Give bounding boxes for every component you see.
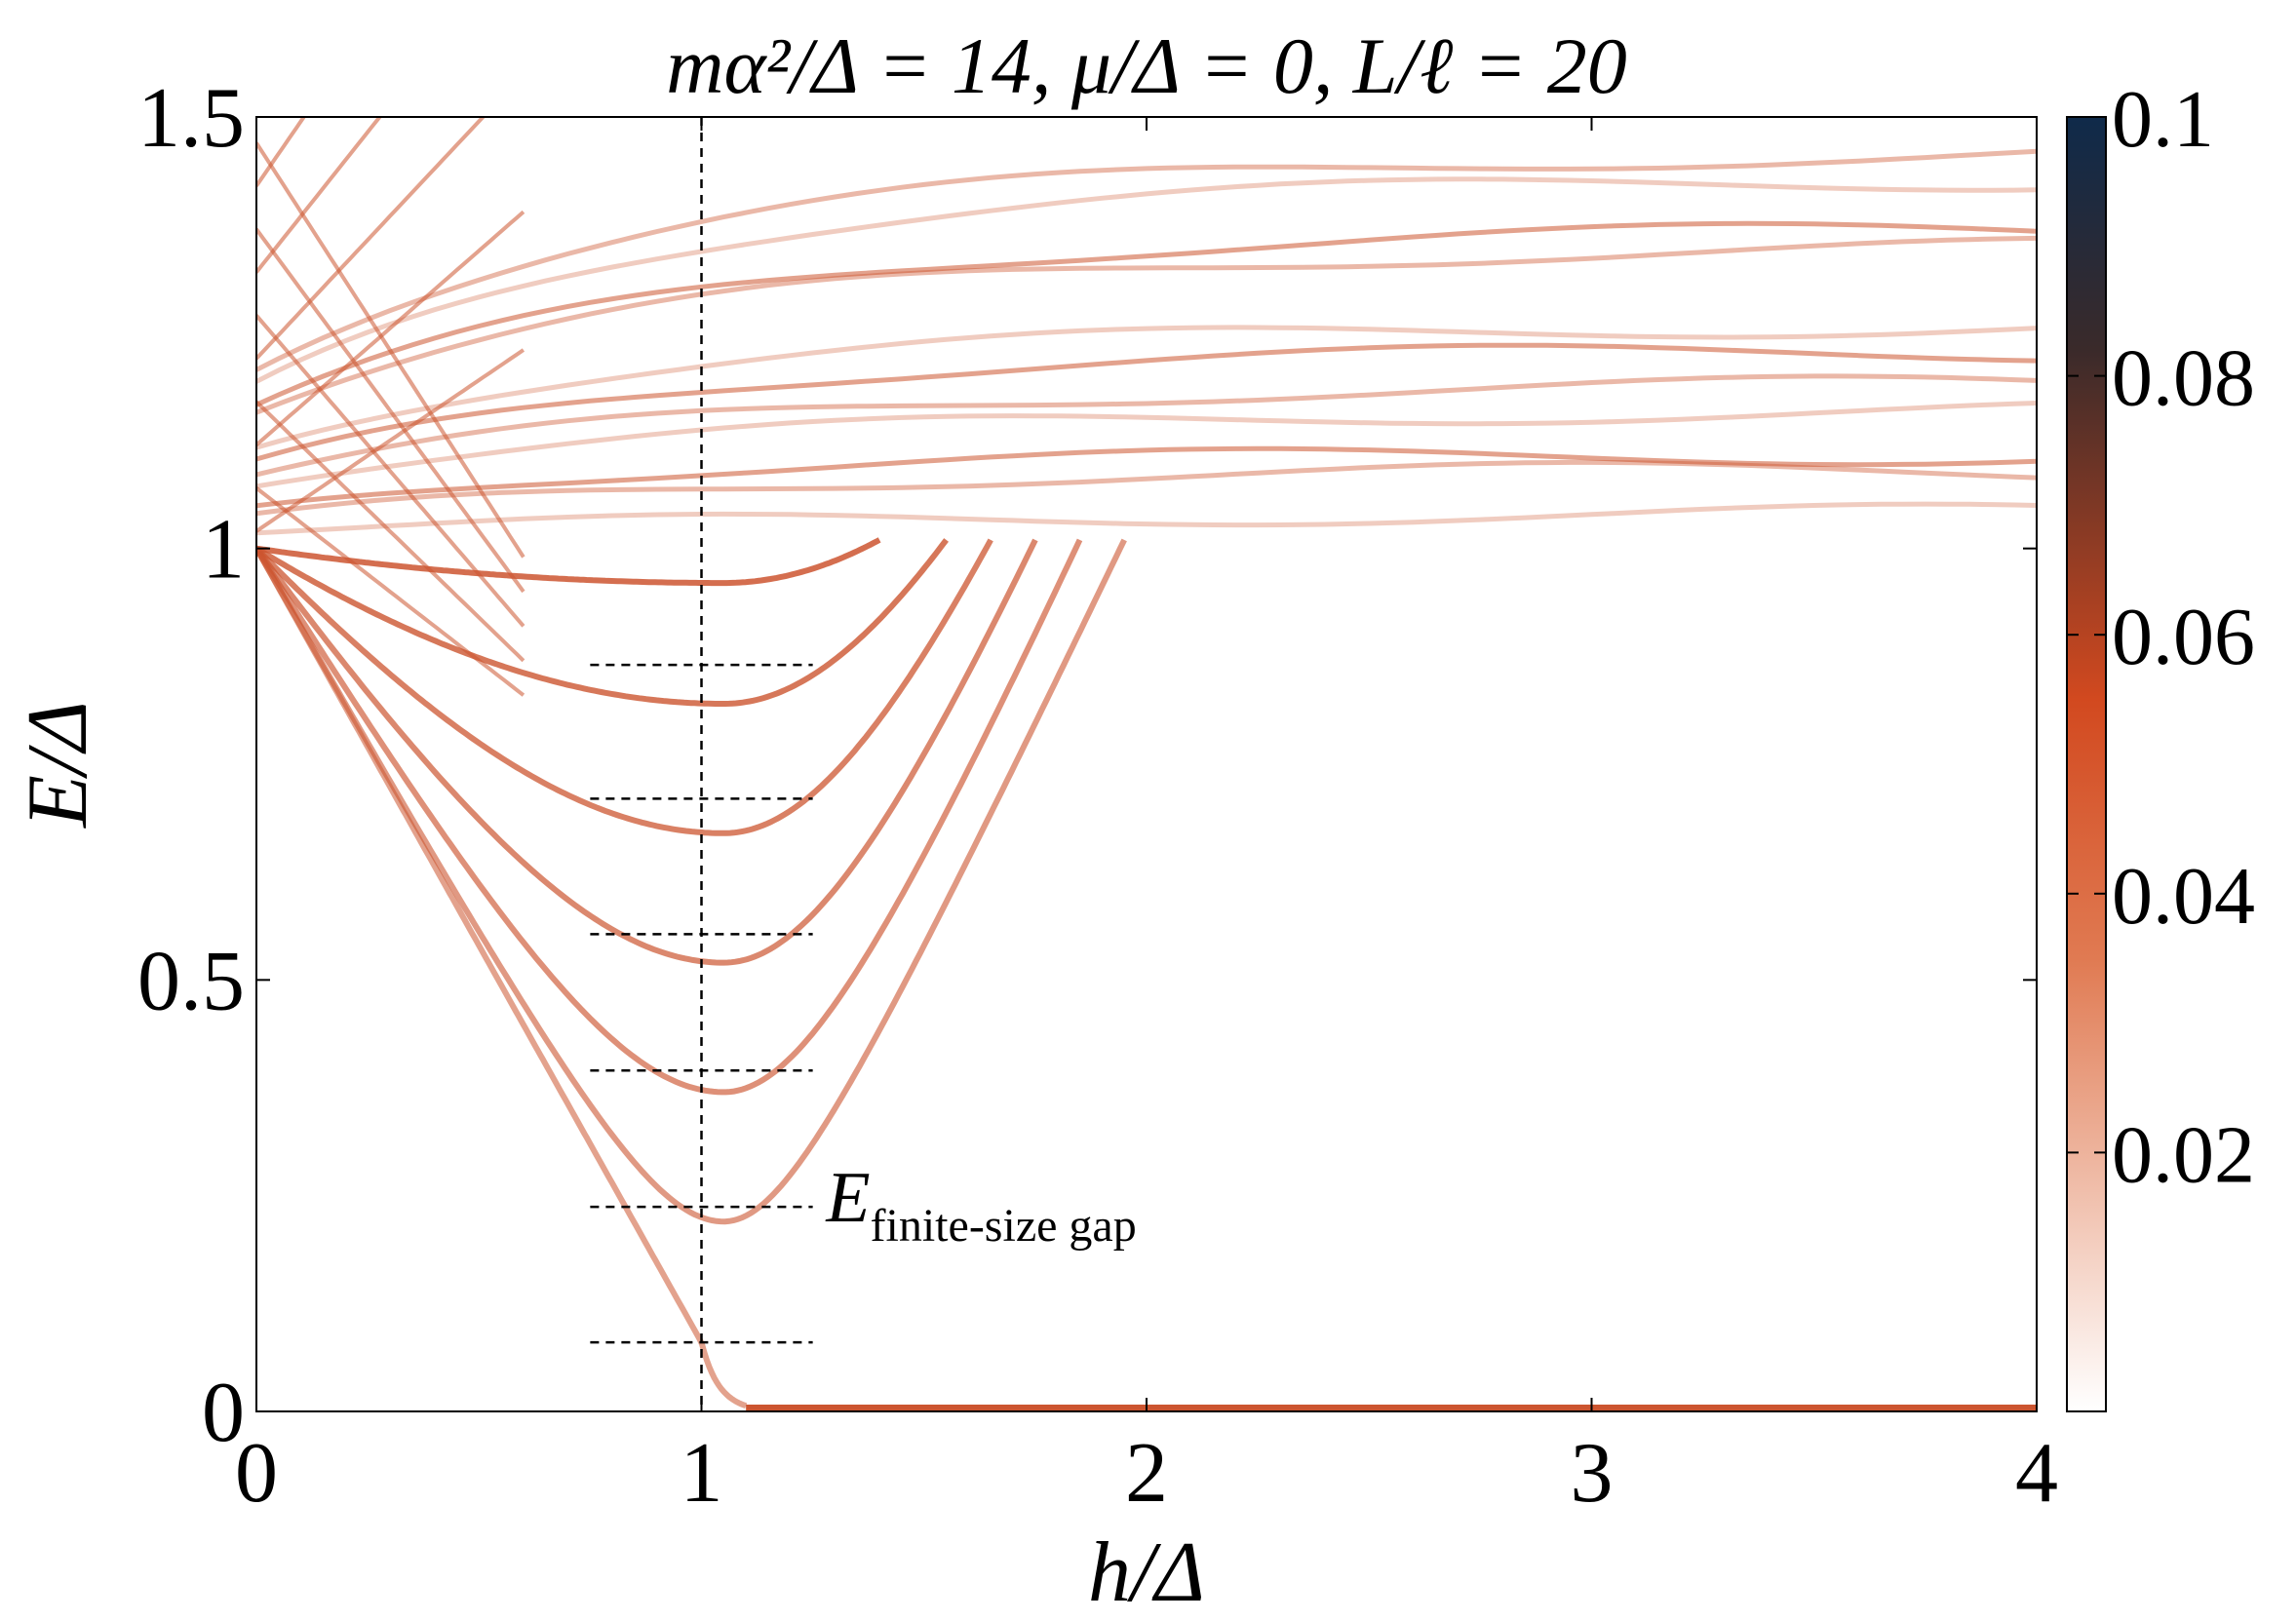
subgap-branch [256, 538, 1083, 1096]
crossing-band [256, 400, 525, 663]
continuum-band [256, 342, 2037, 462]
continuum-band [256, 325, 2037, 450]
plot-area [256, 117, 2037, 1411]
y-tick-label: 0 [202, 1366, 245, 1460]
subgap-branch [256, 538, 1127, 1225]
crossing-band [256, 117, 383, 274]
subgap-branch [256, 538, 949, 707]
reference-lines [590, 117, 813, 1411]
y-axis-label: E/Δ [11, 701, 105, 830]
annotation-base: E [825, 1158, 870, 1238]
annotation-subscript: finite-size gap [871, 1200, 1137, 1252]
subgap-branch [256, 538, 1038, 966]
x-tick-label: 4 [2015, 1426, 2058, 1521]
x-tick-label: 0 [235, 1426, 278, 1521]
crossing-band [256, 210, 525, 446]
y-axis: 0 0.5 1 1.5 [137, 71, 2037, 1460]
continuum-band [256, 235, 2037, 415]
colorbar-tick-label: 0.02 [2112, 1109, 2255, 1200]
crossing-band [256, 227, 525, 594]
continuum-bands [256, 117, 2037, 697]
continuum-band [256, 220, 2037, 407]
chart-title: mα²/Δ = 14, μ/Δ = 0, L/ℓ = 20 [666, 21, 1626, 110]
crossing-band [256, 117, 307, 187]
finite-size-gap-annotation: Efinite-size gap [825, 1158, 1136, 1252]
x-tick-label: 1 [681, 1426, 723, 1521]
y-tick-label: 0.5 [137, 934, 245, 1028]
continuum-band [256, 373, 2037, 478]
x-tick-label: 2 [1125, 1426, 1168, 1521]
subgap-branch [256, 537, 881, 587]
colorbar-tick-label: 0.04 [2112, 851, 2255, 942]
crossing-band [256, 348, 525, 533]
subgap-branches [256, 537, 2037, 1411]
x-tick-label: 3 [1571, 1426, 1614, 1521]
continuum-band [256, 176, 2037, 384]
crossing-band [256, 141, 525, 559]
y-tick-label: 1.5 [137, 71, 245, 166]
colorbar-ticks: 0.02 0.04 0.06 0.08 0.1 [2067, 74, 2255, 1200]
continuum-band [256, 148, 2037, 372]
colorbar-tick-label: 0.1 [2112, 74, 2214, 165]
colorbar-tick-label: 0.06 [2112, 592, 2255, 682]
colorbar-tick-label: 0.08 [2112, 333, 2255, 424]
x-axis-label: h/Δ [1088, 1525, 1205, 1620]
y-tick-label: 1 [202, 503, 245, 598]
continuum-band [256, 401, 2037, 489]
continuum-band [256, 501, 2037, 536]
continuum-band [256, 445, 2037, 509]
x-axis: 0 1 2 3 4 [235, 117, 2058, 1521]
crossing-band [256, 117, 486, 361]
subgap-branch [256, 538, 993, 836]
colorbar [2066, 116, 2107, 1412]
